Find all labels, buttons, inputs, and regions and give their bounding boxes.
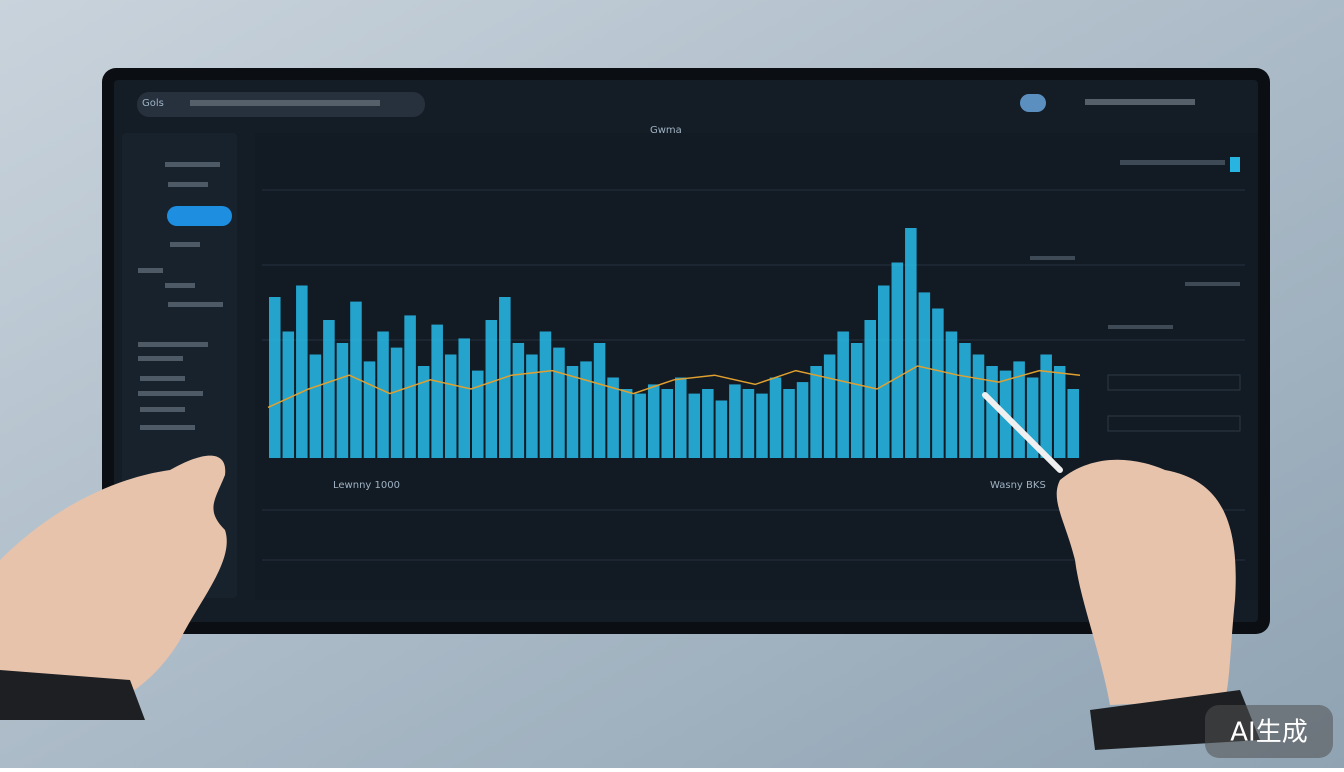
trend-line	[267, 365, 1081, 409]
watermark: AI生成	[1230, 718, 1307, 748]
left-hand	[0, 455, 227, 720]
toggle[interactable]	[1020, 94, 1046, 112]
left-watch	[0, 670, 145, 720]
bar	[986, 366, 998, 458]
bar	[336, 343, 349, 458]
bar	[945, 331, 958, 458]
bar	[350, 301, 362, 458]
bar	[864, 320, 876, 458]
bar	[309, 354, 322, 458]
bar	[823, 354, 836, 458]
bar	[837, 331, 849, 458]
bar	[918, 292, 931, 458]
chart-title: Gwma	[650, 125, 682, 136]
bar	[553, 347, 565, 458]
bar	[688, 393, 701, 458]
bar	[972, 354, 985, 458]
bar	[417, 366, 430, 458]
user-text	[1085, 99, 1195, 105]
sidebar-items	[138, 162, 223, 430]
bar	[850, 343, 863, 458]
bar	[742, 389, 755, 458]
bar	[620, 389, 633, 458]
bar	[580, 361, 592, 458]
bar	[485, 320, 498, 458]
right-panel	[1030, 160, 1241, 432]
watermark-box	[1205, 705, 1333, 758]
bar	[932, 308, 944, 458]
bar	[269, 297, 281, 458]
bar	[444, 354, 457, 458]
bar	[431, 324, 443, 458]
footer-right: Wasny BKS	[990, 480, 1046, 491]
bar	[282, 331, 295, 458]
bar	[878, 285, 890, 458]
bar	[539, 331, 552, 458]
stylus	[982, 392, 1063, 473]
bar	[810, 366, 822, 458]
bar	[756, 393, 768, 458]
bar	[729, 384, 741, 458]
bar	[458, 338, 470, 458]
bar	[647, 384, 660, 458]
bar	[593, 343, 606, 458]
bar	[796, 382, 809, 458]
bar	[1013, 361, 1025, 458]
bar	[1053, 366, 1066, 458]
bar	[363, 361, 376, 458]
bar	[634, 393, 646, 458]
bar	[607, 377, 619, 458]
bar	[296, 285, 308, 458]
bar	[661, 389, 673, 458]
bar	[715, 400, 728, 458]
bar	[472, 370, 484, 458]
menu-label: Gols	[142, 98, 164, 109]
bar	[377, 331, 389, 458]
bar	[769, 377, 782, 458]
bar	[526, 354, 538, 458]
bar	[702, 389, 714, 458]
bar	[512, 343, 525, 458]
bar	[905, 228, 917, 458]
chart	[267, 228, 1081, 458]
bar	[783, 389, 795, 458]
bar	[566, 366, 579, 458]
bar	[323, 320, 335, 458]
right-hand	[1056, 459, 1236, 705]
bar	[959, 343, 971, 458]
active-button[interactable]	[167, 206, 232, 226]
footer-left: Lewnny 1000	[333, 480, 400, 491]
search-text	[190, 100, 380, 106]
bar	[1040, 354, 1052, 458]
bar	[675, 377, 687, 458]
bar	[1026, 377, 1039, 458]
bar	[390, 347, 403, 458]
bar	[1067, 389, 1079, 458]
indicator	[1230, 157, 1240, 172]
bar	[891, 262, 904, 458]
